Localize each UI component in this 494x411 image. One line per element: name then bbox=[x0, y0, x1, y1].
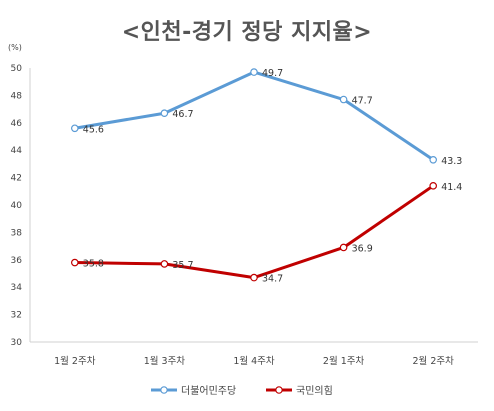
data-point bbox=[250, 273, 258, 282]
series-line bbox=[73, 184, 435, 280]
y-tick-label: 42 bbox=[11, 174, 22, 184]
y-axis-unit-label: (%) bbox=[8, 43, 22, 52]
series-layer: 45.6 46.7 49.7 47.7 43.3 35.8 35.7 34.7 36.9 41.4 bbox=[71, 68, 462, 285]
data-label: 34.7 bbox=[262, 274, 283, 285]
data-label: 46.7 bbox=[172, 109, 193, 120]
data-label: 43.3 bbox=[441, 156, 462, 167]
data-label: 41.4 bbox=[441, 182, 462, 193]
data-point bbox=[71, 258, 79, 267]
data-label: 36.9 bbox=[352, 243, 373, 254]
x-category-label: 2월 2주차 bbox=[413, 355, 455, 367]
y-axis-ticks: 30 32 34 36 38 40 42 44 46 48 50 bbox=[11, 64, 23, 348]
x-category-label: 1월 3주차 bbox=[144, 355, 186, 367]
y-tick-label: 38 bbox=[11, 228, 23, 238]
data-point bbox=[160, 109, 169, 118]
data-point bbox=[429, 155, 438, 164]
x-category-label: 2월 1주차 bbox=[323, 355, 365, 367]
data-point bbox=[71, 124, 79, 133]
axes bbox=[29, 68, 478, 343]
series-2: 35.8 35.7 34.7 36.9 41.4 bbox=[71, 182, 462, 285]
x-axis-labels: 1월 2주차 1월 3주차 1월 4주차 2월 1주차 2월 2주차 bbox=[54, 355, 454, 367]
data-point bbox=[339, 95, 348, 104]
data-label: 35.8 bbox=[83, 259, 104, 270]
data-label: 47.7 bbox=[352, 96, 373, 107]
chart-title: <인천-경기 정당 지지율> bbox=[121, 20, 373, 45]
data-label: 35.7 bbox=[172, 260, 193, 271]
data-label: 45.6 bbox=[83, 124, 104, 135]
y-tick-label: 44 bbox=[11, 146, 23, 156]
legend-label: 더불어민주당 bbox=[181, 385, 236, 397]
y-tick-label: 30 bbox=[11, 338, 23, 348]
legend-label: 국민의힘 bbox=[296, 385, 333, 397]
data-point bbox=[250, 68, 258, 76]
legend-marker bbox=[275, 386, 283, 394]
y-tick-label: 36 bbox=[11, 256, 23, 266]
y-tick-label: 40 bbox=[11, 201, 23, 211]
y-tick-label: 32 bbox=[11, 311, 22, 321]
legend-item-1: 더불어민주당 bbox=[151, 385, 236, 397]
x-category-label: 1월 2주차 bbox=[54, 355, 96, 367]
legend-marker bbox=[160, 386, 168, 394]
data-point bbox=[429, 182, 438, 190]
series-line bbox=[73, 70, 435, 162]
data-point bbox=[339, 243, 348, 252]
series-1: 45.6 46.7 49.7 47.7 43.3 bbox=[71, 68, 462, 167]
y-tick-label: 46 bbox=[11, 119, 23, 129]
x-category-label: 1월 4주차 bbox=[233, 355, 275, 367]
y-tick-label: 50 bbox=[11, 64, 23, 74]
y-tick-label: 48 bbox=[11, 91, 23, 101]
y-tick-label: 34 bbox=[11, 283, 23, 293]
data-point bbox=[160, 260, 169, 268]
data-label: 49.7 bbox=[262, 68, 283, 79]
legend-item-2: 국민의힘 bbox=[266, 385, 333, 397]
legend: 더불어민주당 국민의힘 bbox=[151, 385, 333, 397]
